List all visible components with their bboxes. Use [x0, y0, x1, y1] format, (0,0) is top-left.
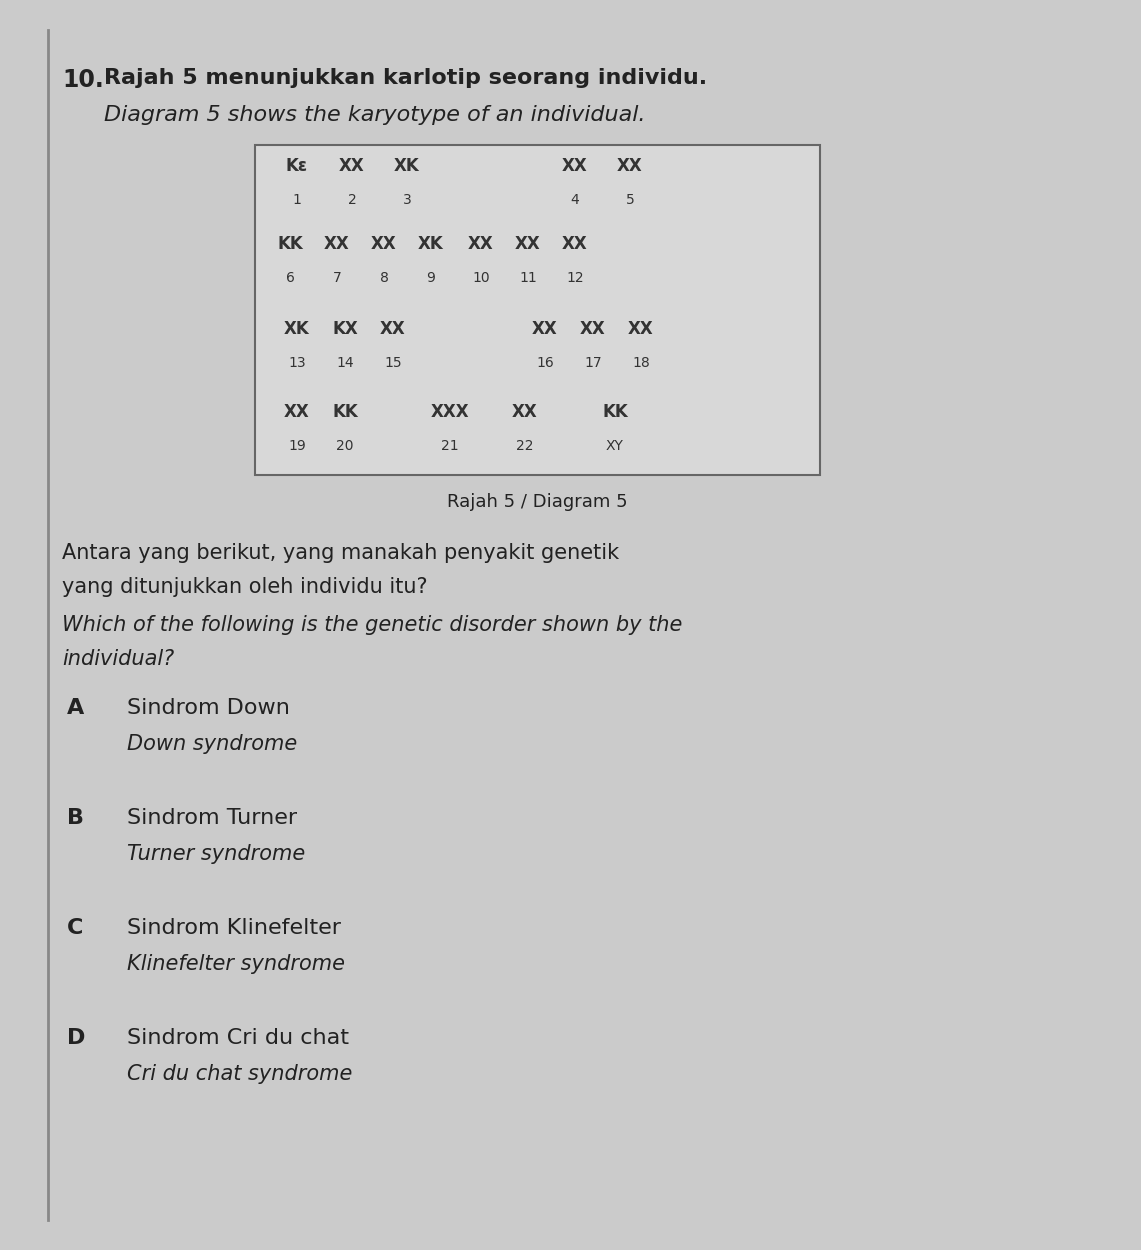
Text: 13: 13 [289, 356, 306, 370]
Text: Klinefelter syndrome: Klinefelter syndrome [127, 954, 345, 974]
Text: XX: XX [284, 402, 310, 421]
Text: 16: 16 [536, 356, 553, 370]
Text: 17: 17 [584, 356, 601, 370]
Text: Down syndrome: Down syndrome [127, 734, 298, 754]
Text: Sindrom Down: Sindrom Down [127, 698, 290, 718]
Text: 6: 6 [285, 271, 294, 285]
Text: XX: XX [468, 235, 494, 252]
Text: 8: 8 [380, 271, 388, 285]
Text: XX: XX [515, 235, 541, 252]
Text: XX: XX [532, 320, 558, 338]
Text: 5: 5 [625, 192, 634, 208]
Text: XX: XX [563, 158, 588, 175]
Text: XX: XX [324, 235, 350, 252]
Text: 7: 7 [333, 271, 341, 285]
Text: XK: XK [284, 320, 310, 338]
Text: Sindrom Klinefelter: Sindrom Klinefelter [127, 918, 341, 938]
Text: XX: XX [339, 158, 365, 175]
Text: Kε: Kε [286, 158, 308, 175]
Text: 3: 3 [403, 192, 412, 208]
Text: KK: KK [332, 402, 358, 421]
Text: 22: 22 [516, 439, 534, 452]
Text: 21: 21 [442, 439, 459, 452]
Text: Sindrom Cri du chat: Sindrom Cri du chat [127, 1028, 349, 1048]
Text: 12: 12 [566, 271, 584, 285]
Text: 10.: 10. [62, 68, 104, 92]
Text: XK: XK [394, 158, 420, 175]
Text: XX: XX [380, 320, 406, 338]
Text: 11: 11 [519, 271, 537, 285]
Text: 14: 14 [337, 356, 354, 370]
Text: XX: XX [617, 158, 642, 175]
Text: C: C [67, 918, 83, 938]
Text: 10: 10 [472, 271, 489, 285]
Text: individual?: individual? [62, 649, 175, 669]
Text: Antara yang berikut, yang manakah penyakit genetik: Antara yang berikut, yang manakah penyak… [62, 542, 620, 562]
Text: 20: 20 [337, 439, 354, 452]
Text: A: A [67, 698, 84, 718]
Text: 4: 4 [570, 192, 580, 208]
Text: Sindrom Turner: Sindrom Turner [127, 808, 297, 828]
Text: KK: KK [602, 402, 628, 421]
Text: Rajah 5 menunjukkan karlotip seorang individu.: Rajah 5 menunjukkan karlotip seorang ind… [104, 68, 707, 88]
Text: Turner syndrome: Turner syndrome [127, 844, 306, 864]
Text: yang ditunjukkan oleh individu itu?: yang ditunjukkan oleh individu itu? [62, 578, 428, 598]
Text: XX: XX [512, 402, 537, 421]
Text: 9: 9 [427, 271, 436, 285]
Text: Diagram 5 shows the karyotype of an individual.: Diagram 5 shows the karyotype of an indi… [104, 105, 646, 125]
Text: XXX: XXX [430, 402, 469, 421]
Text: XX: XX [580, 320, 606, 338]
Text: 1: 1 [292, 192, 301, 208]
Text: 2: 2 [348, 192, 356, 208]
Text: 19: 19 [289, 439, 306, 452]
Text: KX: KX [332, 320, 358, 338]
Text: Cri du chat syndrome: Cri du chat syndrome [127, 1064, 353, 1084]
Text: Which of the following is the genetic disorder shown by the: Which of the following is the genetic di… [62, 615, 682, 635]
Text: 15: 15 [385, 356, 402, 370]
Text: Rajah 5 / Diagram 5: Rajah 5 / Diagram 5 [446, 492, 628, 511]
Text: KK: KK [277, 235, 302, 252]
Text: XX: XX [563, 235, 588, 252]
Text: XX: XX [629, 320, 654, 338]
Text: XX: XX [371, 235, 397, 252]
Text: XK: XK [418, 235, 444, 252]
Text: B: B [67, 808, 84, 828]
Text: XY: XY [606, 439, 624, 452]
Text: 18: 18 [632, 356, 650, 370]
FancyBboxPatch shape [254, 145, 820, 475]
Text: D: D [67, 1028, 86, 1048]
